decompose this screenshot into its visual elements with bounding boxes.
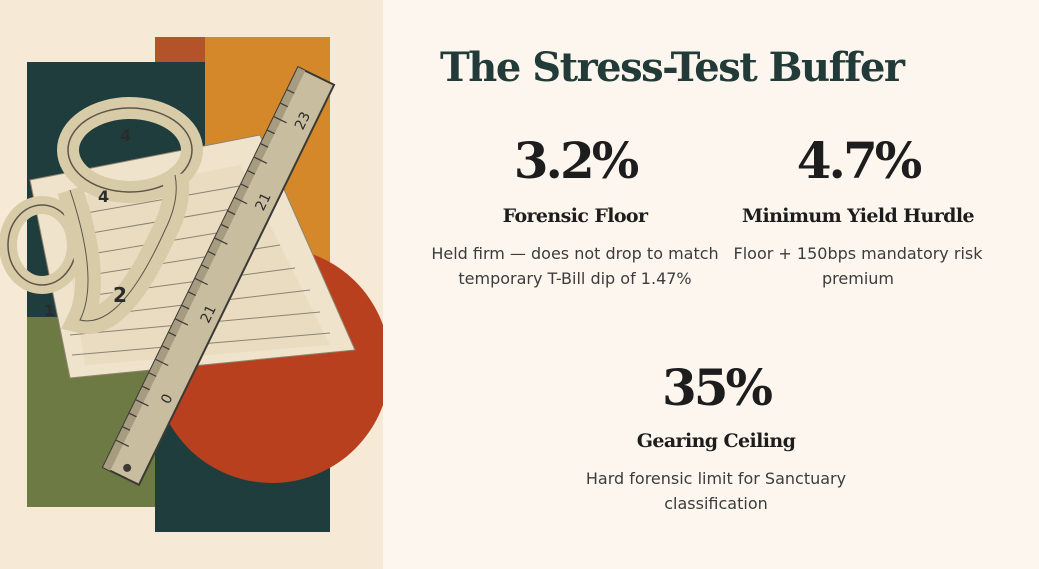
content-panel: The Stress-Test Buffer 3.2% Forensic Flo… (383, 0, 1039, 569)
ruler-number: 23 (292, 109, 314, 132)
tape-number: 1 (44, 301, 55, 320)
tape-number: 4 (98, 187, 109, 206)
stat-description: Floor + 150bps mandatory risk premium (733, 244, 983, 288)
slide-title: The Stress-Test Buffer (440, 44, 905, 91)
tape-number: 2 (113, 283, 127, 307)
stat-value: 3.2% (513, 131, 640, 190)
stat-description: Held firm — does not drop to match tempo… (431, 244, 719, 288)
tape-measure: 4 4 2 1 (0, 97, 203, 334)
stat-description: Hard forensic limit for Sanctuary classi… (585, 469, 847, 513)
ruler-number: 21 (198, 303, 220, 326)
stat-value: 4.7% (796, 131, 923, 190)
ruler: 0 21 21 23 (101, 65, 336, 487)
stat-forensic-floor: 3.2% Forensic Floor Held firm — does not… (430, 131, 720, 291)
ruler-number: 21 (253, 190, 275, 213)
tape-number: 4 (120, 126, 131, 145)
stat-gearing-ceiling: 35% Gearing Ceiling Hard forensic limit … (571, 358, 861, 516)
stat-label: Forensic Floor (502, 205, 648, 227)
measuring-tape-and-ruler-illustration: 4 4 2 1 (0, 0, 383, 569)
stat-minimum-yield-hurdle: 4.7% Minimum Yield Hurdle Floor + 150bps… (713, 131, 1003, 291)
illustration-panel: 4 4 2 1 (0, 0, 383, 569)
stat-label: Minimum Yield Hurdle (742, 205, 975, 227)
stat-label: Gearing Ceiling (636, 430, 796, 452)
stat-value: 35% (661, 358, 773, 417)
